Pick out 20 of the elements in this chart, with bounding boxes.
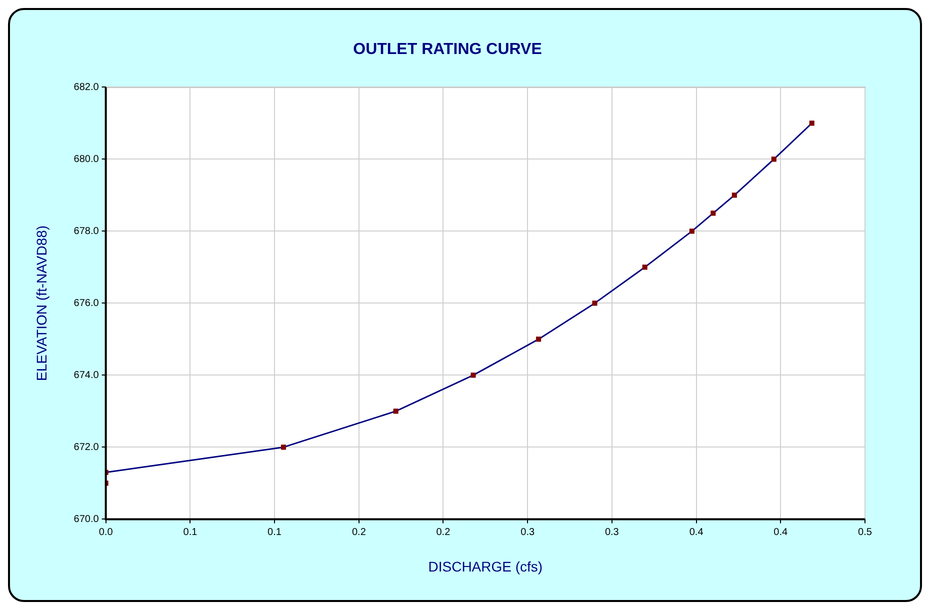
- x-tick-label: 0.1: [183, 526, 198, 538]
- x-tick-label: 0.3: [520, 526, 536, 538]
- x-tick-label: 0.3: [604, 526, 620, 538]
- x-tick-label: 0.2: [436, 526, 451, 538]
- y-tick-label: 670.0: [74, 514, 100, 525]
- y-tick-label: 680.0: [74, 154, 100, 165]
- y-tick-label: 672.0: [74, 442, 100, 453]
- chart-title: OUTLET RATING CURVE: [353, 41, 542, 58]
- x-tick-label: 0.4: [689, 526, 704, 538]
- x-tick-label: 0.0: [98, 526, 114, 538]
- y-tick-label: 674.0: [74, 370, 100, 381]
- x-tick-label: 0.4: [774, 526, 788, 538]
- y-axis-title: ELEVATION (ft-NAVD88): [33, 225, 50, 381]
- y-tick-label: 682.0: [74, 82, 100, 93]
- x-tick-label: 0.1: [268, 526, 282, 538]
- y-tick-label: 676.0: [74, 298, 100, 309]
- x-axis-title: DISCHARGE (cfs): [428, 558, 543, 574]
- y-tick-label: 678.0: [74, 226, 100, 237]
- x-tick-label: 0.2: [352, 526, 366, 538]
- x-tick-label: 0.5: [858, 526, 872, 538]
